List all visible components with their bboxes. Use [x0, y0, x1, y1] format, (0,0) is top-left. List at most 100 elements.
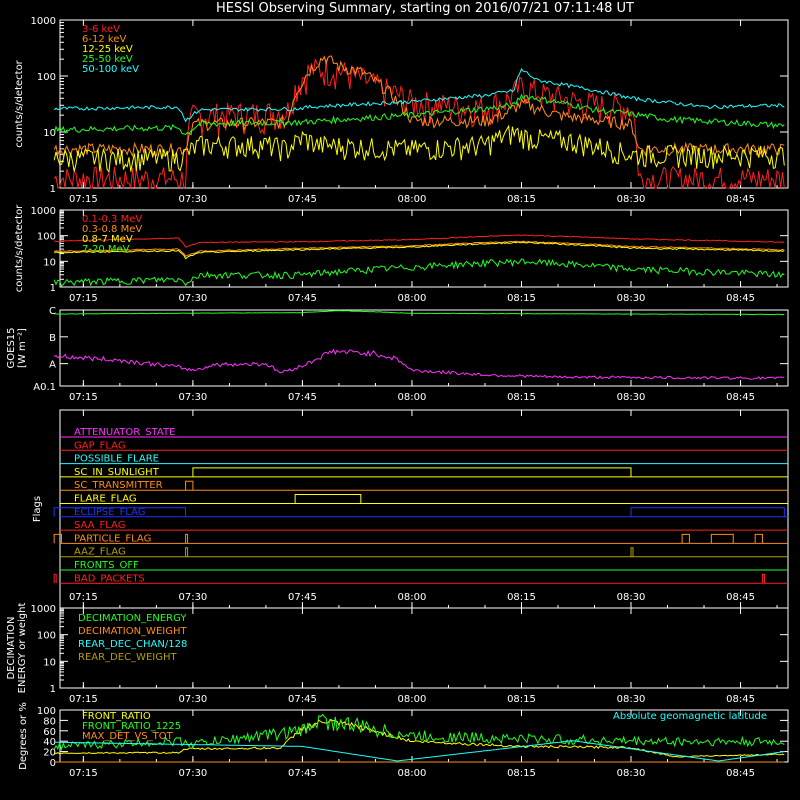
panel-0-xlabel-0: 07:15 — [69, 194, 98, 205]
panel-4-xlabel-3: 08:00 — [398, 694, 427, 705]
panel-2-xlabel-2: 07:45 — [288, 392, 317, 403]
panel-1-legend-1: 0.3-0.8 MeV — [82, 224, 142, 235]
panel-4-xlabel-0: 07:15 — [69, 694, 98, 705]
panel-0-xlabel-5: 08:30 — [617, 194, 646, 205]
flag-label-10: FRONTS_OFF — [74, 560, 139, 571]
panel-5-xlabel-3: 08:00 — [398, 768, 427, 779]
panel-1-xlabel-0: 07:15 — [69, 293, 98, 304]
panel-4-legend-1: DECIMATION_WEIGHT — [78, 626, 187, 637]
plot-title: HESSI Observing Summary, starting on 201… — [216, 1, 634, 16]
panel-3-frame — [59, 409, 789, 609]
panel-4-ylabel-1: 10 — [43, 657, 56, 668]
flag-9-segment-1 — [630, 547, 634, 557]
panel-0-ylabel-0: 1 — [50, 184, 56, 195]
panel-0-legend-3: 25-50 keV — [82, 54, 133, 65]
flag-8-segment-2 — [681, 533, 690, 544]
panel-2-xlabel-6: 08:45 — [726, 392, 755, 403]
panel-2-ylabel-2: B — [49, 333, 56, 344]
panel-1-series-3 — [53, 258, 785, 287]
panel-0-series-2 — [53, 124, 785, 174]
panel-0-series-1 — [53, 55, 785, 158]
panel-5-xlabel-2: 07:45 — [288, 768, 317, 779]
panel-2-ytitle: GOES15 — [6, 327, 17, 368]
flag-label-6: ECLIPSE_FLAG — [74, 507, 145, 518]
flag-11-segment-0 — [53, 573, 57, 584]
panel-4-legend-0: DECIMATION_ENERGY — [78, 613, 187, 624]
panel-2-yunit: [W m⁻²] — [17, 328, 28, 368]
panel-0-legend-2: 12-25 keV — [82, 44, 133, 55]
panel-0-ylabel-2: 100 — [37, 72, 56, 83]
panel-4-xlabel-5: 08:30 — [617, 694, 646, 705]
flag-3-segment-0 — [192, 467, 632, 477]
panel-5-ylabel-2: 40 — [43, 737, 56, 748]
panel-1-series-1 — [53, 240, 785, 257]
panel-4-ytitle-1: DECIMATION — [6, 616, 17, 679]
flag-label-9: AAZ_FLAG — [74, 547, 126, 558]
panel-1-frame — [59, 209, 789, 288]
panel-0-legend-0: 3-6 keV — [82, 24, 120, 35]
flag-label-3: SC_IN_SUNLIGHT — [74, 467, 160, 478]
panel-2-xlabel-4: 08:15 — [507, 392, 536, 403]
flag-8-segment-4 — [754, 533, 763, 544]
flag-label-8: PARTICLE_FLAG — [74, 533, 151, 544]
panel-1-series-0 — [54, 234, 785, 248]
panel-3-xlabel-5: 08:30 — [617, 592, 646, 603]
panel-1-legend-3: 7-20 MeV — [82, 244, 130, 255]
flag-6-segment-0 — [53, 507, 187, 517]
panel-0-ylabel-1: 10 — [43, 128, 56, 139]
panel-2-xlabel-1: 07:30 — [178, 392, 207, 403]
flag-9-segment-0 — [185, 547, 189, 557]
flag-label-0: ATTENUATOR_STATE — [74, 427, 175, 438]
panel-2-frame — [59, 309, 789, 387]
flag-8-segment-3 — [710, 533, 734, 544]
panel-3-xlabel-6: 08:45 — [726, 592, 755, 603]
panel-5-ylabel-3: 60 — [43, 727, 56, 738]
flag-8-segment-1 — [185, 533, 189, 544]
panel-5-legend-0: FRONT_RATIO — [82, 711, 151, 722]
panel-1-xlabel-3: 08:00 — [398, 293, 427, 304]
panel-0-xlabel-2: 07:45 — [288, 194, 317, 205]
panel-2-xlabel-3: 08:00 — [398, 392, 427, 403]
panel-5-ylabel-5: 100 — [37, 706, 56, 717]
panel-0-xlabel-1: 07:30 — [178, 194, 207, 205]
panel-5-series-3 — [54, 740, 785, 762]
panel-5-legend-2: MAX_DET_VS_TOT — [82, 731, 174, 742]
panel-5-xlabel-0: 07:15 — [69, 768, 98, 779]
panel-4-legend-2: REAR_DEC_CHAN/128 — [78, 639, 187, 650]
flag-label-11: BAD_PACKETS — [74, 573, 145, 584]
flag-5-segment-0 — [294, 494, 362, 504]
panel-4-xlabel-2: 07:45 — [288, 694, 317, 705]
panel-0-legend-1: 6-12 keV — [82, 34, 126, 45]
panel-4-legend-3: REAR_DEC_WEIGHT — [78, 652, 177, 663]
panel-0-xlabel-6: 08:45 — [726, 194, 755, 205]
panel-4-xlabel-4: 08:15 — [507, 694, 536, 705]
flag-8-segment-0 — [53, 533, 62, 544]
panel-3-xlabel-0: 07:15 — [69, 592, 98, 603]
panel-0-xlabel-3: 08:00 — [398, 194, 427, 205]
panel-3-xlabel-1: 07:30 — [178, 592, 207, 603]
panel-1-legend-2: 0.8-7 MeV — [82, 234, 133, 245]
panel-4-frame — [59, 607, 789, 689]
panel-2-xlabel-0: 07:15 — [69, 392, 98, 403]
panel-5-series-1 — [53, 713, 785, 752]
panel-0-xlabel-4: 08:15 — [507, 194, 536, 205]
panel-5-series-0 — [54, 719, 785, 758]
panel-5-legend-1: FRONT_RATIO_1225 — [82, 721, 181, 732]
panel-1-xlabel-6: 08:45 — [726, 293, 755, 304]
flag-label-4: SC_TRANSMITTER — [74, 480, 163, 491]
panel-1-ytitle: counts/s/detector — [14, 204, 25, 292]
panel-4-ylabel-3: 1000 — [31, 604, 56, 615]
panel-1-ylabel-1: 10 — [43, 257, 56, 268]
panel-5-xlabel-4: 08:15 — [507, 768, 536, 779]
panel-1-xlabel-5: 08:30 — [617, 293, 646, 304]
flag-label-5: FLARE_FLAG — [74, 494, 137, 505]
panel-5-annotation: Absolute geomagnetic latitude — [613, 711, 767, 722]
panel-5-ylabel-1: 20 — [43, 748, 56, 759]
panel-2-series-0 — [54, 310, 785, 316]
panel-2-xlabel-5: 08:30 — [617, 392, 646, 403]
panel-4-ylabel-0: 1 — [50, 684, 56, 695]
panel-0-series-0 — [53, 58, 785, 190]
panel-1-xlabel-1: 07:30 — [178, 293, 207, 304]
